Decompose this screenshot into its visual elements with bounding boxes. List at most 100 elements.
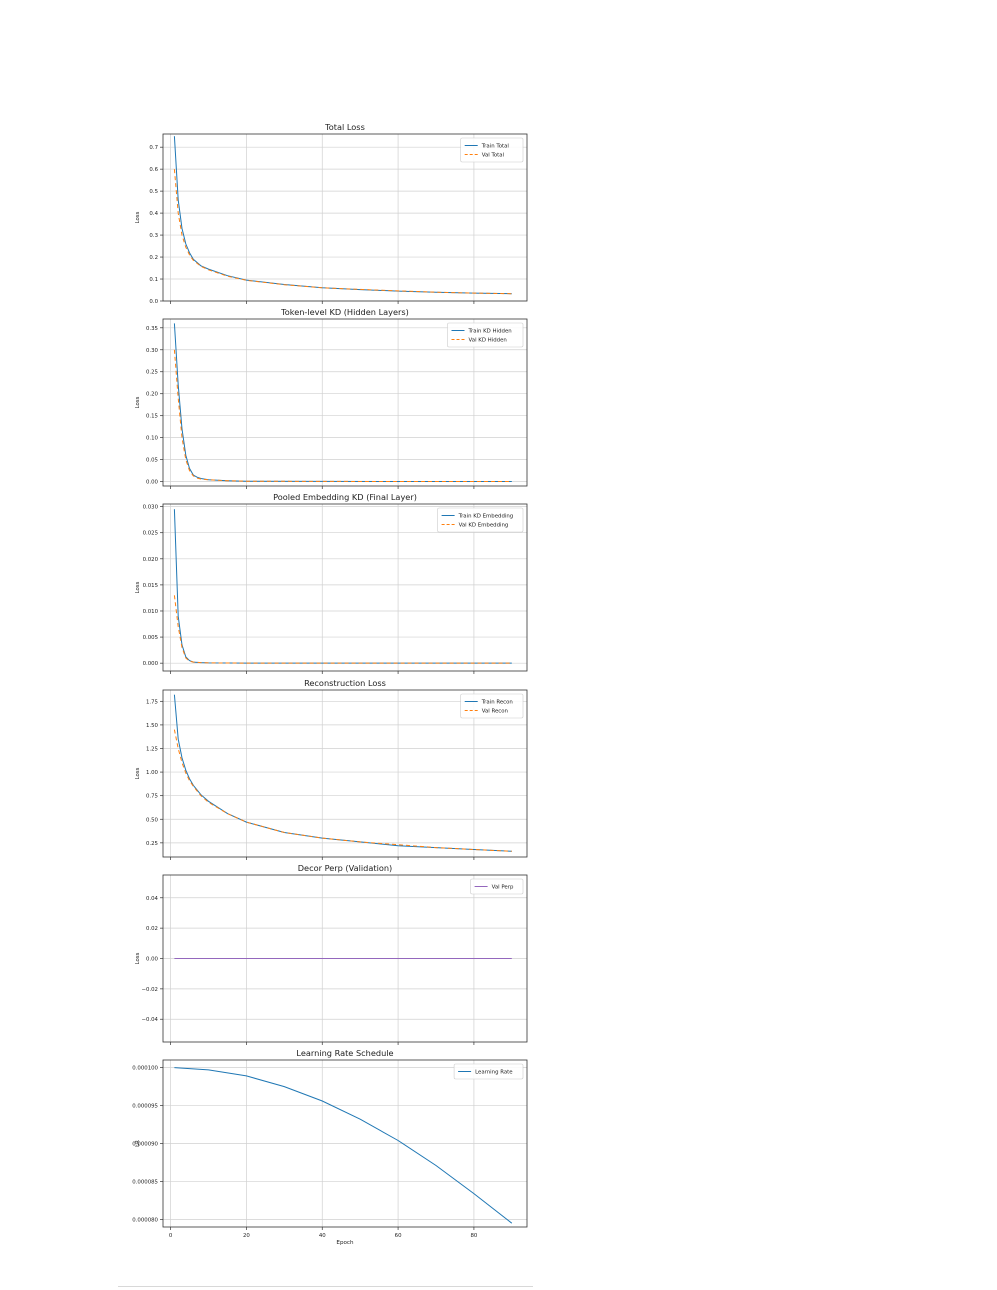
plot-frame bbox=[162, 503, 528, 672]
y-tick-label: 1.00 bbox=[146, 770, 159, 776]
y-tick-label: 0.00 bbox=[146, 480, 159, 486]
x-tick-label: 20 bbox=[243, 1233, 250, 1239]
y-tick-label: 0.000095 bbox=[132, 1104, 158, 1110]
y-tick-label: 0.010 bbox=[143, 609, 159, 615]
plot-frame bbox=[162, 1059, 528, 1228]
legend-label: Train KD Embedding bbox=[458, 514, 514, 520]
legend-label: Learning Rate bbox=[475, 1070, 513, 1076]
x-tick-label: 40 bbox=[319, 1233, 326, 1239]
y-tick-label: −0.04 bbox=[141, 1017, 158, 1023]
y-tick-label: 0.015 bbox=[143, 583, 158, 589]
y-tick-label: 0.000085 bbox=[132, 1179, 158, 1185]
y-tick-label: 0.30 bbox=[146, 348, 159, 354]
y-tick-label: 0.75 bbox=[146, 794, 158, 800]
legend: Train KD Hidden Val KD Hidden bbox=[447, 322, 524, 348]
y-axis-label: Loss bbox=[135, 396, 141, 408]
series-line bbox=[173, 694, 512, 852]
x-axis-label: Epoch bbox=[336, 1240, 354, 1246]
y-tick-label: 0.2 bbox=[149, 255, 158, 261]
y-axis-label: LR bbox=[135, 1140, 141, 1147]
plot-frame bbox=[162, 874, 528, 1043]
series-line bbox=[174, 1067, 513, 1224]
chart-panel-4: Reconstruction Loss 0.25 0.50 0.75 1.00 1.25 1… bbox=[135, 678, 528, 860]
chart-title: Pooled Embedding KD (Final Layer) bbox=[273, 492, 417, 502]
y-tick-label: 0.35 bbox=[146, 326, 158, 332]
chart-title: Total Loss bbox=[324, 122, 365, 132]
legend-box bbox=[470, 878, 524, 895]
y-axis-label: Loss bbox=[135, 952, 141, 964]
y-tick-label: 0.50 bbox=[146, 817, 159, 823]
y-tick-label: 1.25 bbox=[146, 746, 158, 752]
legend-box bbox=[453, 1063, 524, 1080]
x-tick-label: 80 bbox=[470, 1233, 477, 1239]
chart-panel-1: Total Loss 0.0 0.1 0.2 0.3 0.4 0.5 0.6 0.7 Loss Tr… bbox=[135, 122, 528, 305]
chart-panel-6: Learning Rate Schedule 0.000080 0.000085 0.… bbox=[132, 1048, 528, 1246]
series-line bbox=[173, 509, 512, 664]
legend: Train Recon Val Recon bbox=[460, 693, 524, 719]
chart-panel-5: Decor Perp (Validation) −0.04 −0.02 0.00 0.0… bbox=[135, 863, 528, 1045]
series-line bbox=[173, 349, 512, 482]
series-line bbox=[173, 169, 512, 295]
legend: Val Perp bbox=[470, 878, 524, 895]
y-tick-label: 0.6 bbox=[149, 167, 158, 173]
y-tick-label: 0.030 bbox=[143, 505, 159, 511]
x-tick-label: 60 bbox=[395, 1233, 402, 1239]
y-tick-label: 0.25 bbox=[146, 370, 158, 376]
legend-box bbox=[460, 693, 524, 719]
chart-title: Token-level KD (Hidden Layers) bbox=[280, 307, 409, 317]
legend-label: Train Total bbox=[481, 144, 509, 150]
chart-title: Learning Rate Schedule bbox=[296, 1048, 393, 1058]
legend-label: Val KD Embedding bbox=[459, 523, 509, 529]
y-tick-label: 1.75 bbox=[146, 699, 158, 705]
legend-label: Val Total bbox=[482, 153, 504, 159]
legend-label: Val Recon bbox=[482, 709, 508, 715]
x-tick-label: 0 bbox=[169, 1233, 173, 1239]
y-tick-label: 1.50 bbox=[146, 723, 159, 729]
series-line bbox=[173, 595, 512, 664]
y-tick-label: 0.025 bbox=[143, 531, 158, 537]
legend: Train Total Val Total bbox=[460, 137, 524, 163]
legend-label: Train KD Hidden bbox=[468, 329, 512, 335]
y-tick-label: 0.02 bbox=[146, 926, 158, 932]
chart-panel-3: Pooled Embedding KD (Final Layer) 0.000 0.… bbox=[135, 492, 528, 674]
chart-title: Reconstruction Loss bbox=[304, 678, 386, 688]
legend-box bbox=[437, 507, 524, 533]
legend-box bbox=[447, 322, 524, 348]
legend-label: Train Recon bbox=[481, 700, 513, 706]
y-tick-label: 0.000100 bbox=[132, 1066, 158, 1072]
y-tick-label: 0.0 bbox=[149, 299, 158, 305]
legend: Learning Rate bbox=[453, 1063, 524, 1080]
y-tick-label: 0.3 bbox=[149, 233, 158, 239]
y-tick-label: 0.04 bbox=[146, 896, 159, 902]
y-tick-label: 0.000090 bbox=[132, 1142, 158, 1148]
y-tick-label: 0.15 bbox=[146, 414, 158, 420]
y-tick-label: 0.1 bbox=[149, 277, 158, 283]
y-tick-label: −0.02 bbox=[141, 987, 158, 993]
y-tick-label: 0.020 bbox=[143, 557, 159, 563]
y-tick-label: 0.000080 bbox=[132, 1217, 158, 1223]
y-tick-label: 0.20 bbox=[146, 392, 159, 398]
chart-title: Decor Perp (Validation) bbox=[298, 863, 393, 873]
y-tick-label: 0.05 bbox=[146, 458, 158, 464]
y-tick-label: 0.7 bbox=[149, 145, 158, 151]
plot-frame bbox=[162, 133, 528, 302]
y-axis-label: Loss bbox=[135, 581, 141, 593]
y-tick-label: 0.000 bbox=[143, 661, 159, 667]
legend-label: Val KD Hidden bbox=[469, 338, 507, 344]
page-divider bbox=[118, 1286, 533, 1287]
y-tick-label: 0.005 bbox=[143, 635, 158, 641]
series-line bbox=[173, 729, 512, 852]
y-axis-label: Loss bbox=[135, 211, 141, 223]
plot-frame bbox=[162, 318, 528, 487]
chart-panel-2: Token-level KD (Hidden Layers) 0.00 0.05 0.… bbox=[135, 307, 528, 489]
y-axis-label: Loss bbox=[135, 767, 141, 779]
y-tick-label: 0.00 bbox=[146, 957, 159, 963]
y-tick-label: 0.10 bbox=[146, 436, 159, 442]
plot-frame bbox=[162, 689, 528, 858]
legend: Train KD Embedding Val KD Embedding bbox=[437, 507, 524, 533]
y-tick-label: 0.25 bbox=[146, 841, 158, 847]
legend-box bbox=[460, 137, 524, 163]
legend-label: Val Perp bbox=[492, 885, 514, 891]
y-tick-label: 0.5 bbox=[149, 189, 158, 195]
